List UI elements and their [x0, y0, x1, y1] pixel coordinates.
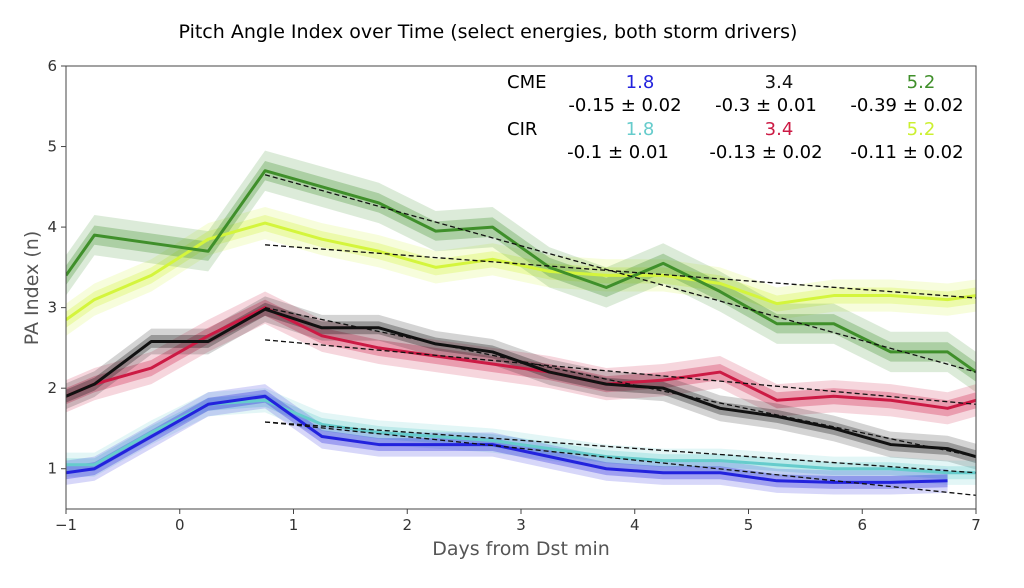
- band-inner-cme-1-8: [66, 389, 948, 489]
- legend-slope-cir-3: -0.11 ± 0.02: [850, 142, 963, 163]
- fit-line-cme-1-8: [264, 421, 976, 496]
- x-tick-label: 2: [402, 516, 412, 534]
- x-tick-label: 5: [744, 516, 754, 534]
- series-line-cme-1-8: [66, 394, 948, 484]
- legend-group-label-cir: CIR: [507, 119, 537, 140]
- x-axis-label: Days from Dst min: [432, 538, 610, 560]
- legend-slope-cir-1: -0.1 ± 0.01: [567, 142, 669, 163]
- y-tick-label: 5: [47, 138, 57, 156]
- band-outer-cir-5-2: [66, 206, 976, 336]
- legend-energy-cir-1: 1.8: [626, 119, 655, 140]
- band-outer-cme-3-4: [66, 296, 976, 470]
- legend-energy-cme-2: 3.4: [765, 72, 794, 93]
- x-tick-label: 3: [516, 516, 526, 534]
- legend-slope-cme-3: -0.39 ± 0.02: [850, 95, 963, 116]
- legend-group-label-cme: CME: [507, 72, 546, 93]
- fit-line-cir-5-2: [265, 244, 976, 299]
- y-tick-label: 4: [47, 218, 57, 236]
- legend: CME 1.8 3.4 5.2 -0.15 ± 0.02 -0.3 ± 0.01…: [507, 72, 964, 163]
- fit-line-cme-3-4: [264, 307, 976, 458]
- y-axis-ticks: 1 2 3 4 5 6: [47, 57, 66, 478]
- series-line-cir-5-2: [66, 221, 976, 321]
- y-tick-label: 2: [47, 379, 57, 397]
- series-lines: [66, 169, 976, 484]
- band-outer-cir-3-4: [66, 291, 976, 425]
- y-tick-label: 3: [47, 299, 57, 317]
- x-tick-label: −1: [55, 516, 77, 534]
- legend-energy-cir-2: 3.4: [765, 119, 794, 140]
- x-tick-label: 6: [857, 516, 867, 534]
- x-tick-label: 7: [971, 516, 981, 534]
- band-inner-cme-3-4: [66, 302, 976, 464]
- series-line-cme-5-2: [66, 169, 976, 374]
- fit-line-cir-3-4: [265, 339, 976, 405]
- confidence-bands: [66, 150, 976, 495]
- x-axis-ticks: −1 0 1 2 3 4 5 6 7: [55, 509, 981, 534]
- fit-line-cir-1-8: [265, 421, 976, 474]
- legend-slope-cir-2: -0.13 ± 0.02: [709, 142, 822, 163]
- x-tick-label: 0: [175, 516, 185, 534]
- band-inner-cir-5-2: [66, 215, 976, 328]
- x-tick-label: 1: [289, 516, 299, 534]
- legend-slope-cme-2: -0.3 ± 0.01: [715, 95, 817, 116]
- chart-title: Pitch Angle Index over Time (select ener…: [179, 21, 798, 43]
- fit-lines: [264, 174, 976, 496]
- series-line-cme-3-4: [66, 307, 976, 459]
- y-tick-label: 1: [47, 460, 57, 478]
- y-axis-label: PA Index (n): [21, 231, 43, 346]
- fit-line-cme-5-2: [264, 174, 976, 373]
- x-tick-label: 4: [630, 516, 640, 534]
- legend-energy-cme-3: 5.2: [907, 72, 936, 93]
- band-outer-cme-5-2: [66, 150, 976, 393]
- y-tick-label: 6: [47, 57, 57, 75]
- legend-energy-cme-1: 1.8: [626, 72, 655, 93]
- legend-energy-cir-3: 5.2: [907, 119, 936, 140]
- legend-slope-cme-1: -0.15 ± 0.02: [568, 95, 681, 116]
